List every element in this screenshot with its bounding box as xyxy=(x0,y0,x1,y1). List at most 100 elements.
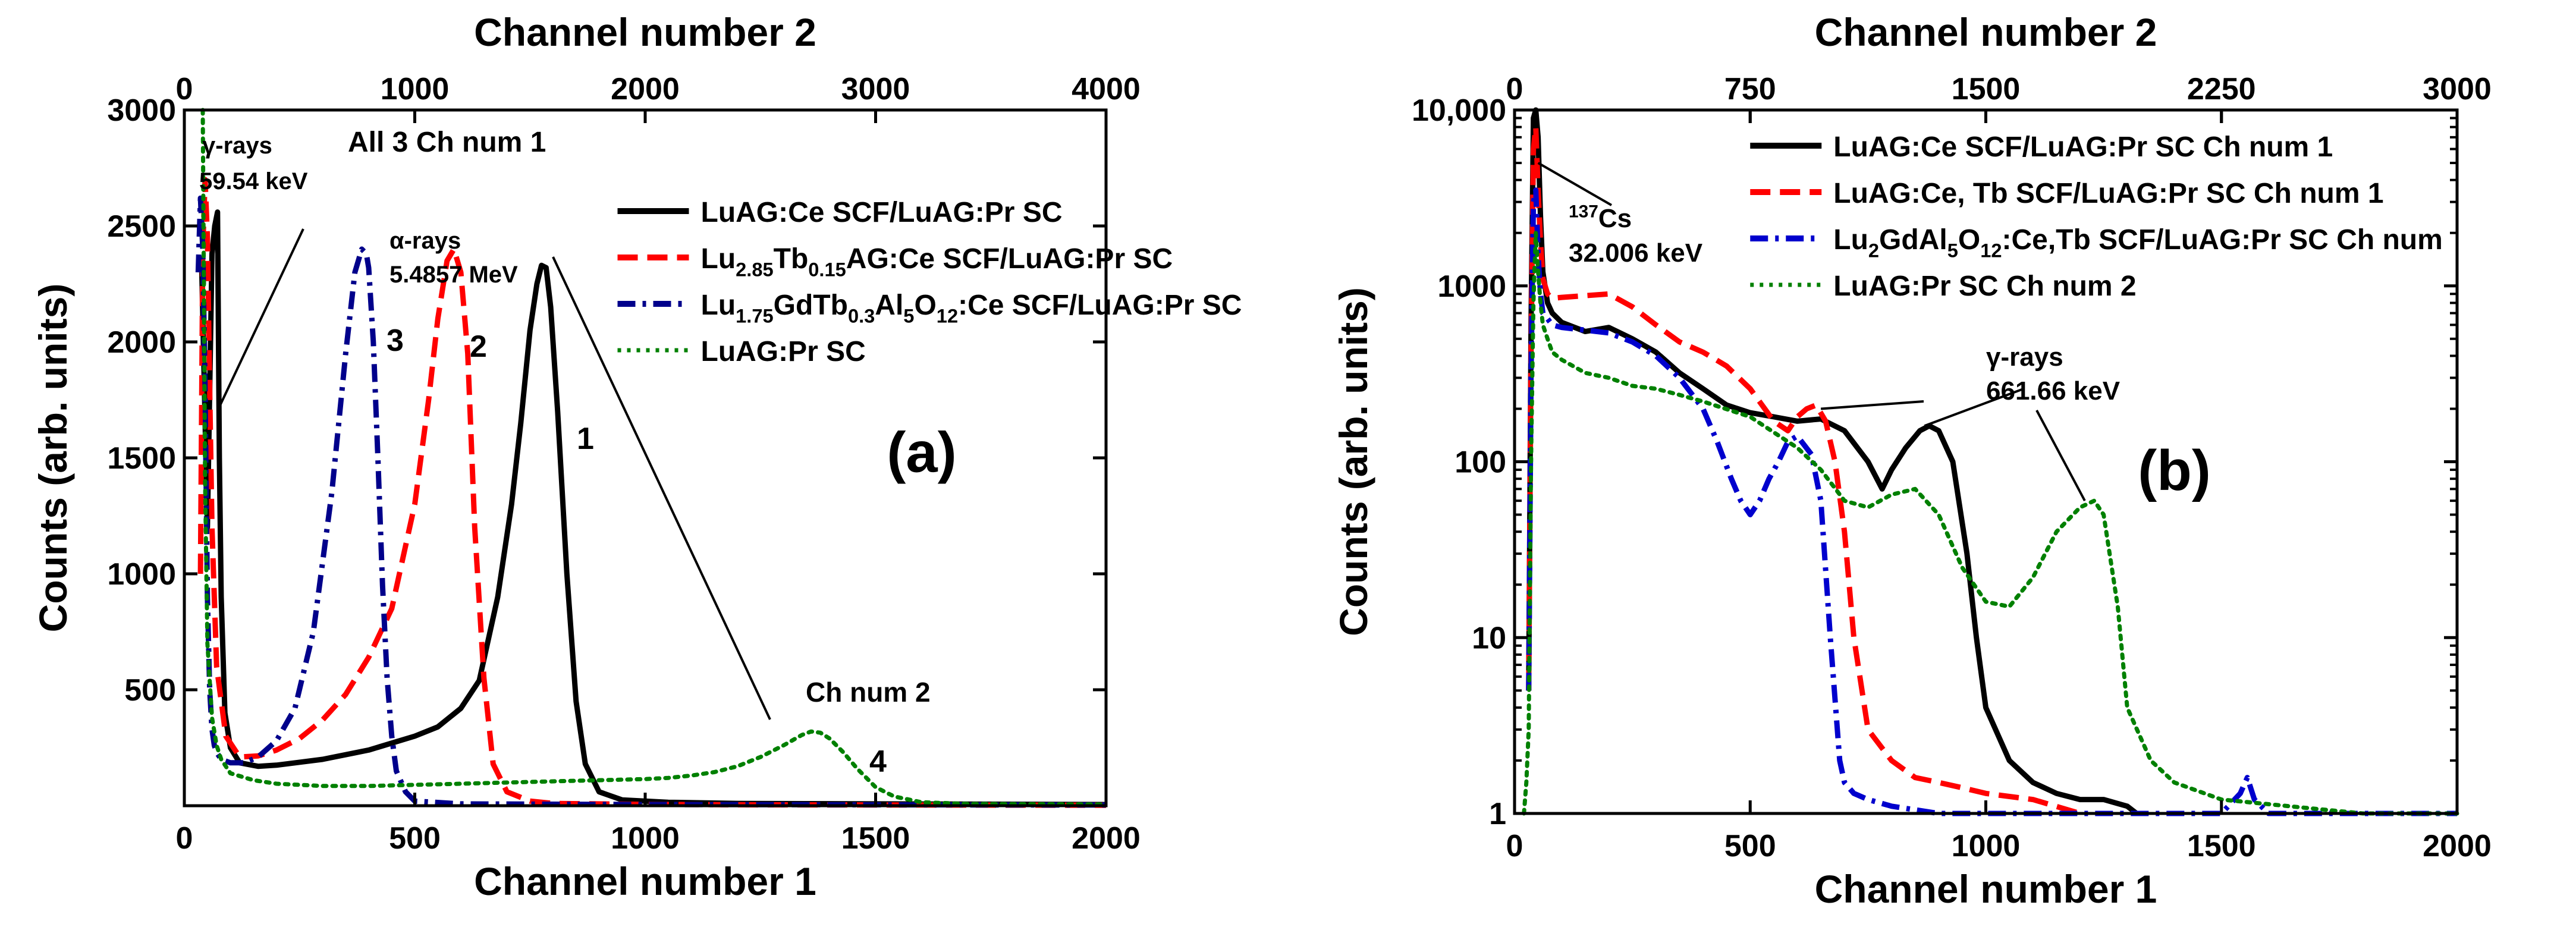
panel-a-legend-label-4: LuAG:Pr SC xyxy=(701,336,866,367)
panel-b-legend-label-3-part: Lu xyxy=(1833,224,1868,256)
panel-b-cs-arrow xyxy=(1537,162,1612,206)
panel-a-series-2-line xyxy=(197,177,1107,808)
panel-b-x-tick-label: 0 xyxy=(1506,829,1523,863)
panel-b-x-tick-label: 1500 xyxy=(2187,829,2256,863)
panel-a-x-tick-label: 2000 xyxy=(1072,821,1141,856)
panel-b-x2-tick-label: 2250 xyxy=(2187,72,2256,106)
panel-a-legend-label-2-part: Lu xyxy=(701,243,736,275)
panel-b-cs-label-part: 137 xyxy=(1569,202,1598,221)
panel-b-legend-label-3: Lu2GdAl5O12:Ce,Tb SCF/LuAG:Pr SC Ch num xyxy=(1833,224,2443,261)
panel-a-curve-number-4: 4 xyxy=(869,744,887,779)
panel-b-series-4-line xyxy=(1522,231,2459,816)
panel-a-panel-label: (a) xyxy=(887,420,956,484)
panel-a-y-tick-label: 1000 xyxy=(107,557,176,592)
panel-b-cs-label: 137Cs xyxy=(1569,202,1632,233)
panel-b-y-tick-label: 10 xyxy=(1472,621,1506,655)
panel-b-legend-label-3-part: O xyxy=(1958,224,1980,256)
panel-b-panel-label: (b) xyxy=(2138,439,2211,502)
panel-a-y-tick-label: 3000 xyxy=(107,93,176,128)
panel-b-y-tick-label: 1000 xyxy=(1437,269,1506,304)
panel-b-legend-label-3-part: GdAl xyxy=(1879,224,1947,256)
panel-a-legend-label-3-part: 1.75 xyxy=(736,304,774,326)
panel-a-legend-label-1-part: LuAG:Ce SCF/LuAG:Pr SC xyxy=(701,197,1063,228)
panel-a-x-tick-label: 0 xyxy=(176,821,193,856)
panel-a-legend-label-2-part: Tb xyxy=(774,243,809,275)
panel-a-gamma-energy: 59.54 keV xyxy=(199,168,308,194)
panel-a-legend-label-1: LuAG:Ce SCF/LuAG:Pr SC xyxy=(701,197,1063,228)
panel-b-cs-label-part: Cs xyxy=(1598,204,1632,233)
panel-a-ch2-label: Ch num 2 xyxy=(806,677,931,708)
panel-a-legend-label-3-part: Al xyxy=(875,290,903,321)
panel-b-series-2-line xyxy=(1526,124,2081,816)
panel-a-y-tick-label: 1500 xyxy=(107,441,176,476)
panel-b-red-arrow xyxy=(1820,400,1924,410)
panel-a-x-tick-label: 1000 xyxy=(611,821,680,856)
panel-b-legend-label-1: LuAG:Ce SCF/LuAG:Pr SC Ch num 1 xyxy=(1833,131,2333,163)
panel-a-x2-tick-label: 2000 xyxy=(611,72,680,106)
panel-a-curve-number-2: 2 xyxy=(470,329,487,364)
panel-b-gamma-energy: 661.66 keV xyxy=(1986,376,2121,406)
panel-a-gamma-arrow xyxy=(218,228,304,408)
panel-a-gamma-label: γ-rays xyxy=(202,133,272,159)
panel-b-legend-label-4: LuAG:Pr SC Ch num 2 xyxy=(1833,271,2136,302)
panel-a-alpha-energy: 5.4857 MeV xyxy=(389,262,518,288)
panel-a-y-tick-label: 2500 xyxy=(107,209,176,244)
panel-a-y-tick-label: 500 xyxy=(124,673,176,708)
panel-a-header-text: All 3 Ch num 1 xyxy=(348,127,546,158)
panel-b-y-tick-label: 10,000 xyxy=(1412,93,1506,128)
panel-b-x2-tick-label: 750 xyxy=(1724,72,1776,106)
panel-b-x2-tick-label: 0 xyxy=(1506,72,1523,106)
panel-b-green-arrow xyxy=(2035,410,2086,502)
panel-b-x-tick-label: 1000 xyxy=(1952,829,2021,863)
panel-b-y-tick-label: 1 xyxy=(1489,797,1506,831)
panel-a-legend-label-3-part: O xyxy=(914,290,936,321)
panel-a-legend-label-3: Lu1.75GdTb0.3Al5O12:Ce SCF/LuAG:Pr SC xyxy=(701,290,1242,326)
panel-b-legend-label-3-part: 5 xyxy=(1947,239,1958,261)
panel-a-x2-tick-label: 1000 xyxy=(381,72,450,106)
panel-a-legend-label-2-part: 2.85 xyxy=(736,258,774,280)
panel-b-y-tick-label: 100 xyxy=(1455,445,1506,480)
panel-b-black-arrow xyxy=(1924,388,2022,428)
panel-a-legend-label-2: Lu2.85Tb0.15AG:Ce SCF/LuAG:Pr SC xyxy=(701,243,1173,280)
panel-a-legend-label-3-part: 12 xyxy=(937,304,958,326)
panel-b-x-axis-title: Channel number 1 xyxy=(1815,867,2157,911)
panel-b-x-tick-label: 2000 xyxy=(2423,829,2492,863)
panel-a-legend-label-3-part: 0.3 xyxy=(848,304,875,326)
panel-a-x-axis-title: Channel number 1 xyxy=(474,859,816,903)
panel-a-x-tick-label: 1500 xyxy=(841,821,910,856)
panel-a-legend-label-4-part: LuAG:Pr SC xyxy=(701,336,866,367)
panel-a-curve-number-3: 3 xyxy=(387,323,404,358)
panel-a-x2-axis-title: Channel number 2 xyxy=(474,10,816,54)
panel-b-x2-tick-label: 1500 xyxy=(1952,72,2021,106)
panel-a-y-axis-title: Counts (arb. units) xyxy=(31,284,75,633)
panel-a-legend-label-2-part: AG:Ce SCF/LuAG:Pr SC xyxy=(846,243,1173,275)
panel-a-legend-label-3-part: :Ce SCF/LuAG:Pr SC xyxy=(958,290,1242,321)
panel-a-x2-tick-label: 4000 xyxy=(1072,72,1141,106)
panel-b-series-3-line xyxy=(1526,187,2457,816)
panel-a-x2-tick-label: 0 xyxy=(176,72,193,106)
panel-b-cs-energy: 32.006 keV xyxy=(1569,238,1703,268)
panel-a-legend-label-3-part: 5 xyxy=(903,304,914,326)
panel-b-x2-axis-title: Channel number 2 xyxy=(1815,10,2157,54)
panel-b-legend-label-3-part: 12 xyxy=(1980,239,2002,261)
panel-b-legend-label-1-part: LuAG:Ce SCF/LuAG:Pr SC Ch num 1 xyxy=(1833,131,2333,163)
panel-b-legend-label-3-part: :Ce,Tb SCF/LuAG:Pr SC Ch num xyxy=(2002,224,2443,256)
panel-b-legend-label-2-part: LuAG:Ce, Tb SCF/LuAG:Pr SC Ch num 1 xyxy=(1833,178,2383,209)
panel-a-alpha-label: α-rays xyxy=(389,228,461,254)
panel-a-x-tick-label: 500 xyxy=(389,821,441,856)
panel-a-legend-label-3-part: Lu xyxy=(701,290,736,321)
panel-b-x2-tick-label: 3000 xyxy=(2423,72,2492,106)
panel-b-legend-label-3-part: 2 xyxy=(1868,239,1879,261)
panel-a-y-tick-label: 2000 xyxy=(107,325,176,360)
panel-a-x2-tick-label: 3000 xyxy=(841,72,910,106)
panel-a-series-4-line xyxy=(200,108,1108,807)
panel-a-legend-label-3-part: GdTb xyxy=(774,290,848,321)
panel-b-legend-label-2: LuAG:Ce, Tb SCF/LuAG:Pr SC Ch num 1 xyxy=(1833,178,2383,209)
panel-b-y-axis-title: Counts (arb. units) xyxy=(1331,287,1375,636)
panel-a-legend-label-2-part: 0.15 xyxy=(808,258,846,280)
panel-a-ch2-arrow xyxy=(552,256,771,720)
panel-a-curve-number-1: 1 xyxy=(577,422,594,456)
panel-b-gamma-label: γ-rays xyxy=(1986,343,2063,372)
panel-b-legend-label-4-part: LuAG:Pr SC Ch num 2 xyxy=(1833,271,2136,302)
